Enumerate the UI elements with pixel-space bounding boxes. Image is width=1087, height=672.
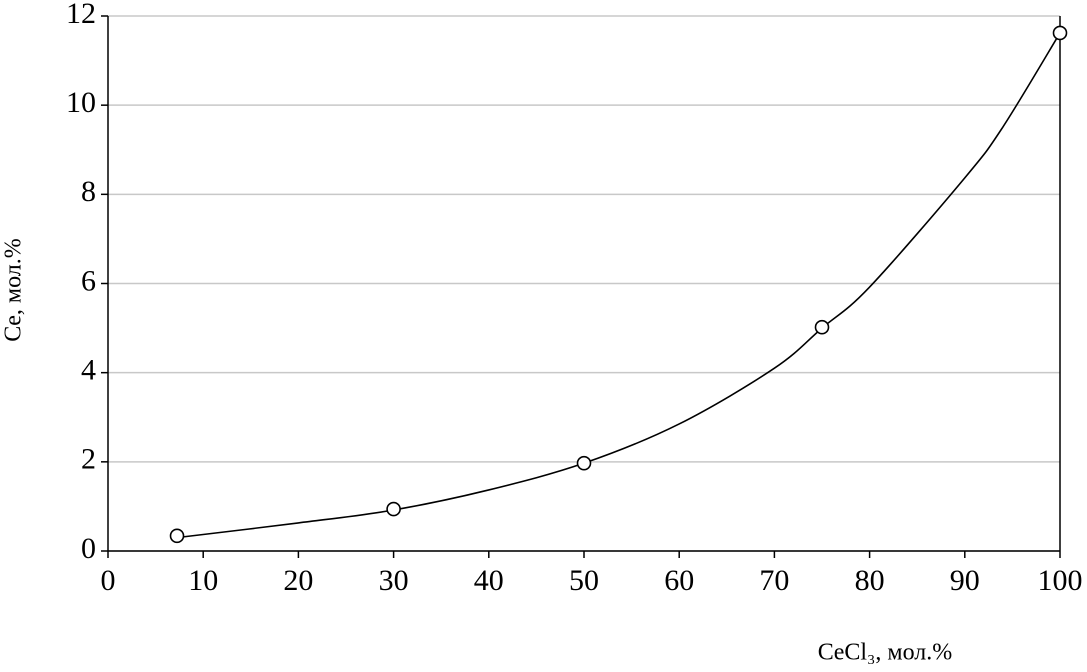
y-tick-label: 6 [81,264,96,297]
y-tick-label: 2 [81,443,96,476]
data-point [576,455,592,471]
data-point [814,319,830,335]
x-tick-label: 30 [379,564,409,597]
x-tick-label: 70 [759,564,789,597]
data-point [1052,25,1068,41]
x-tick-label: 60 [664,564,694,597]
x-tick-label: 40 [474,564,504,597]
data-point [169,528,185,544]
x-tick-label: 0 [101,564,116,597]
x-tick-label: 80 [855,564,885,597]
x-tick-label: 50 [569,564,599,597]
data-point [386,501,401,517]
x-tick-label: 100 [1038,564,1083,597]
x-tick-label: 20 [283,564,313,597]
y-tick-label: 0 [81,532,96,565]
y-tick-label: 8 [81,175,96,208]
x-tick-label: 10 [188,564,218,597]
x-axis-label: CeCl₃, мол.% [818,640,953,666]
y-tick-label: 12 [66,0,96,30]
y-axis-label: Ce, мол.% [1,238,27,342]
y-tick-label: 10 [66,86,96,119]
x-tick-label: 90 [950,564,980,597]
y-tick-label: 4 [81,354,96,387]
fit-curve [176,32,1061,539]
